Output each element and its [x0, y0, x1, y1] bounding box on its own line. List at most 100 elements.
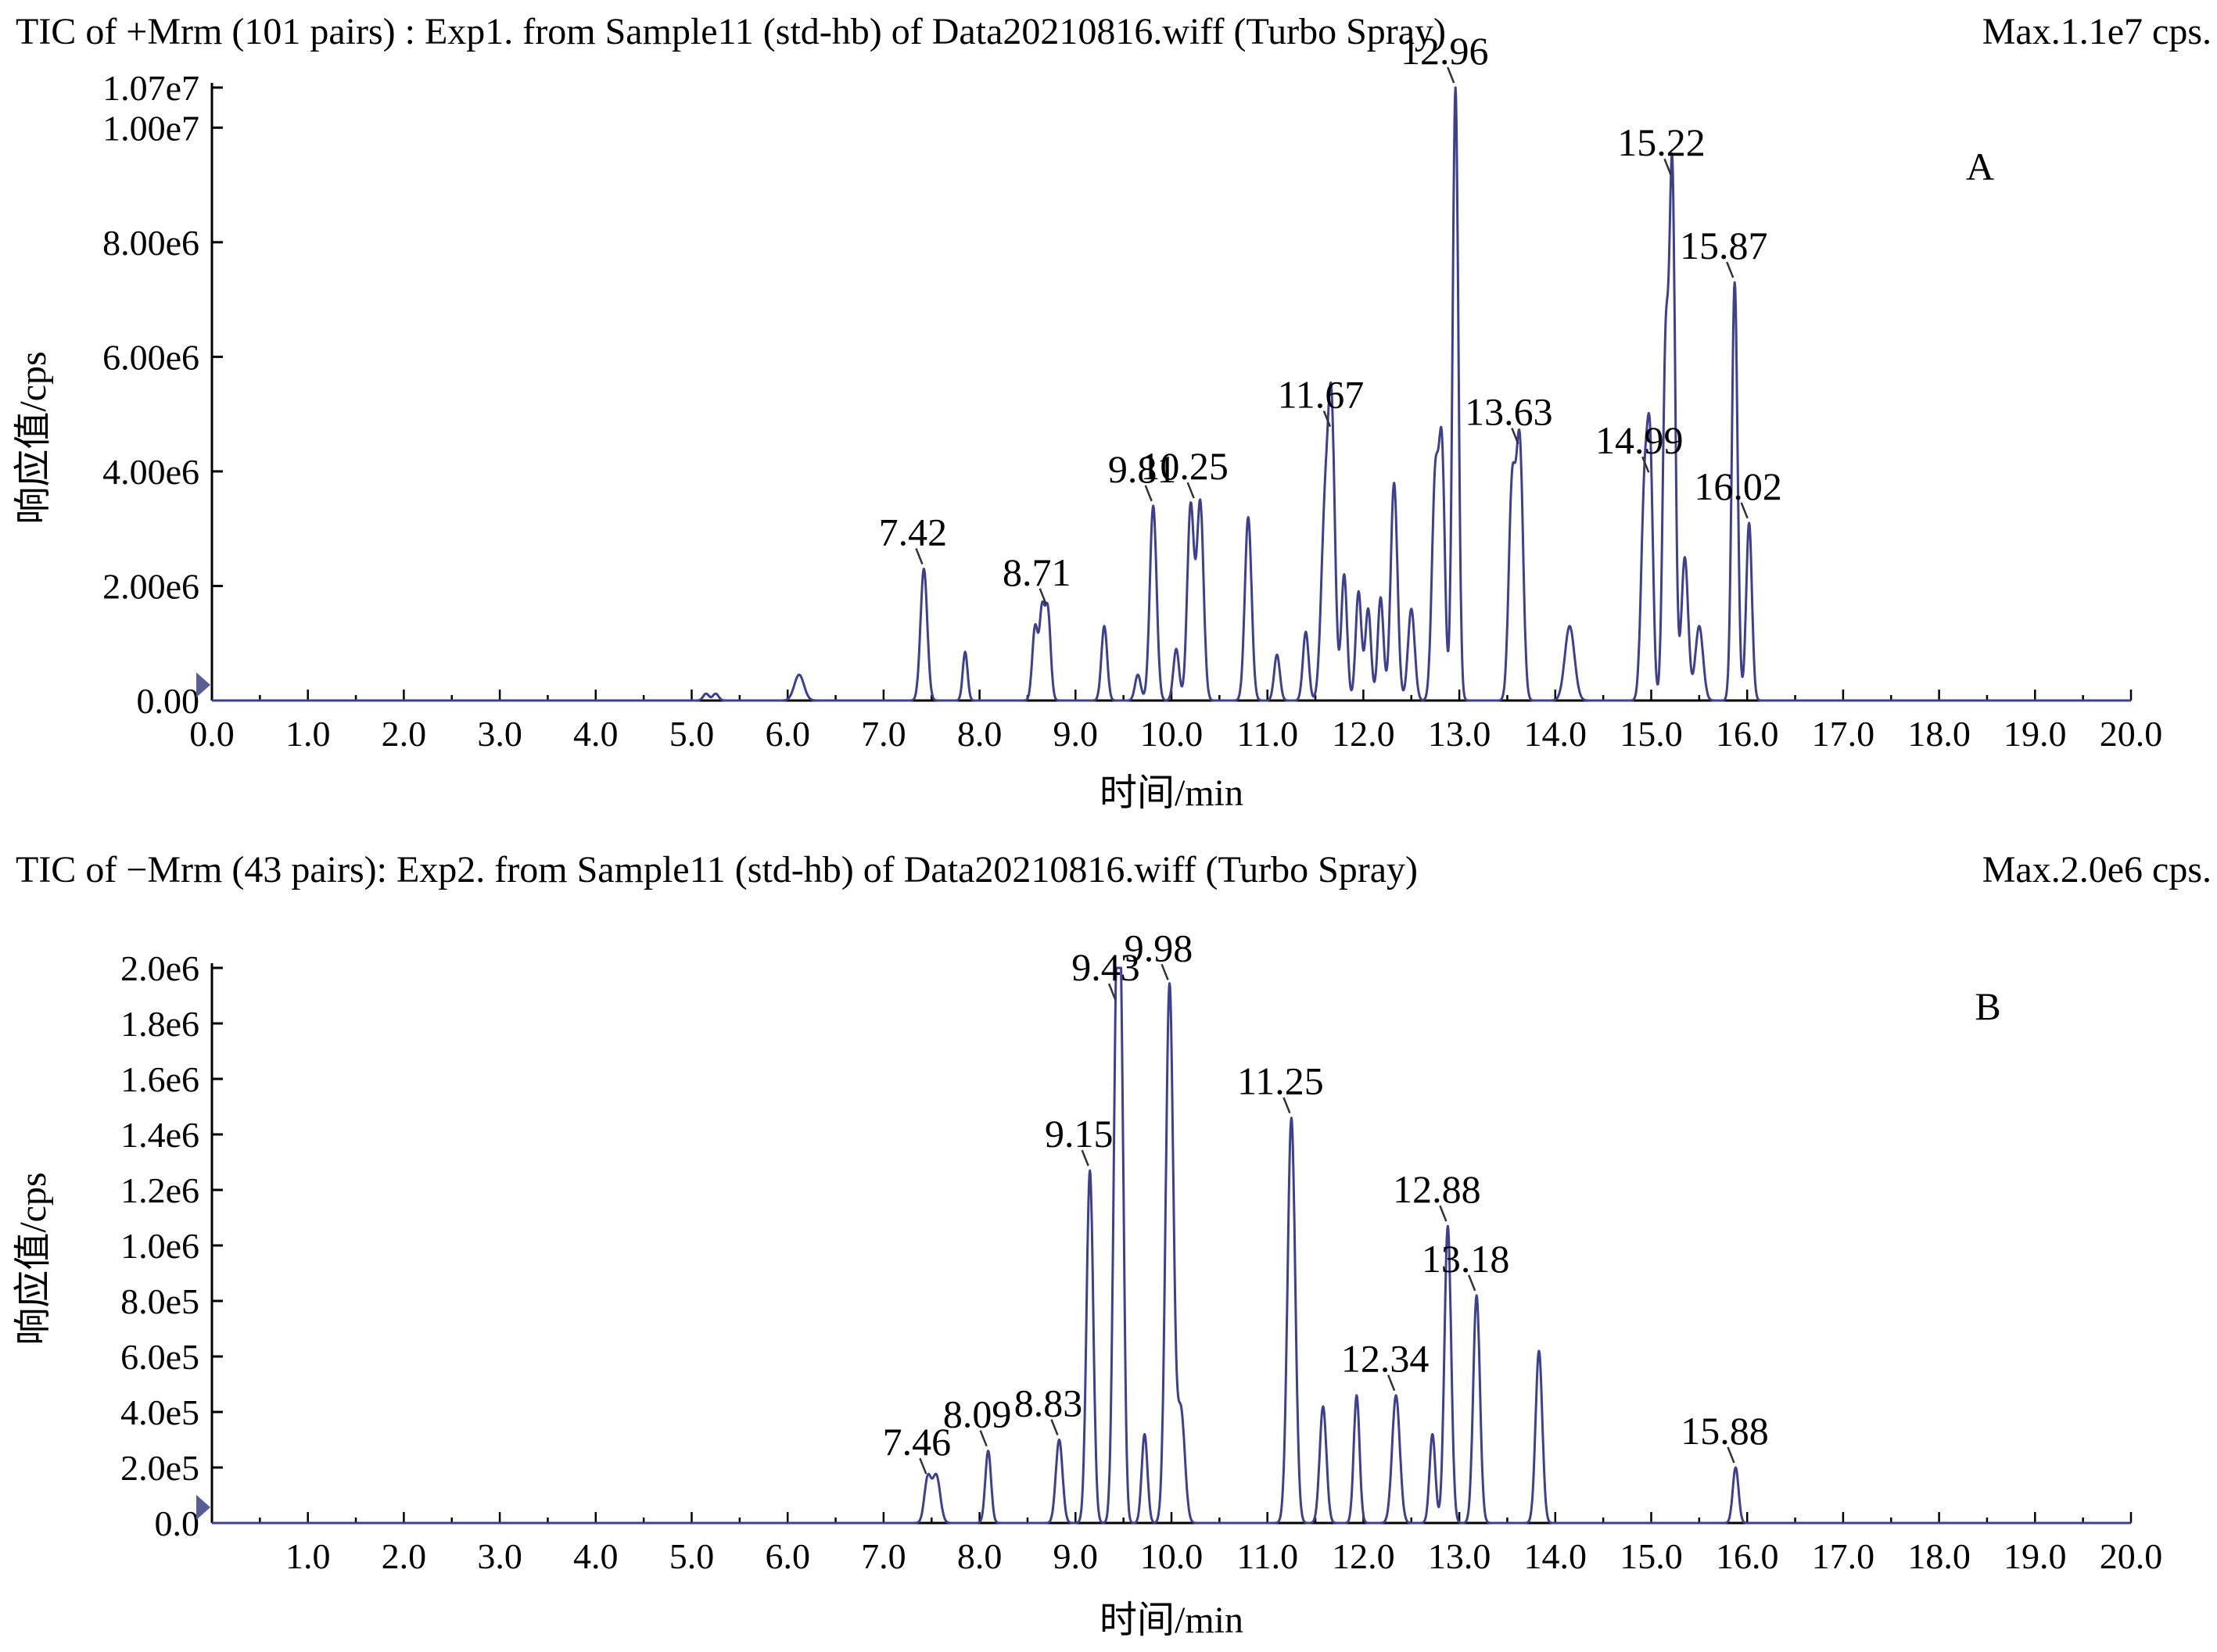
chart-a-x-tick-label: 20.0: [2100, 714, 2163, 754]
chart-b-peak-label: 12.34: [1341, 1337, 1430, 1381]
chart-b-peak-label: 8.09: [943, 1392, 1012, 1436]
chart-b-peak-label: 7.46: [883, 1420, 952, 1464]
chart-b-peak-leader: [1282, 1097, 1291, 1114]
chart-b-peak-label: 11.25: [1237, 1059, 1324, 1103]
chart-b-peak-leader: [1161, 963, 1169, 980]
chart-b-peak-label: 15.88: [1681, 1409, 1769, 1453]
chart-a-x-tick-label: 14.0: [1524, 714, 1587, 754]
chart-b-y-tick-label: 1.0e6: [120, 1226, 199, 1266]
chart-b-x-tick-label: 1.0: [285, 1536, 331, 1576]
chart-b: 0.0 2.0e5 4.0e5 6.0e5 8.0e5 1.0e6 1.2e6 1.4e6 1.…: [120, 926, 2162, 1576]
chart-a-peak-leader: [1322, 410, 1332, 428]
chart-b-x-tick-label: 5.0: [669, 1536, 715, 1576]
chart-b-x-tick-label: 8.0: [957, 1536, 1003, 1576]
chart-a-x-tick-label: 4.0: [573, 714, 619, 754]
chart-a-ylabel: 响应值/cps: [13, 351, 54, 524]
chart-a-x-tick-label: 16.0: [1716, 714, 1779, 754]
chart-b-tic-trace: [211, 966, 2132, 1525]
chart-b-x-tick-label: 20.0: [2100, 1536, 2163, 1576]
chart-a-y-tick-label: 1.00e7: [102, 108, 199, 148]
chart-a-y-tick-label: 2.00e6: [102, 566, 199, 606]
chart-a-y-tick-label: 6.00e6: [102, 337, 199, 377]
chart-b-peak-label: 13.18: [1422, 1237, 1510, 1281]
chart-b-x-tick-label: 6.0: [765, 1536, 810, 1576]
chart-a-panel-label: A: [1966, 145, 1994, 188]
chart-b-peak-label: 8.83: [1014, 1381, 1083, 1425]
chart-a-peak-leader: [1663, 158, 1672, 175]
chart-b-peak-leader: [1107, 983, 1117, 1000]
chart-a-x-tick-label: 17.0: [1812, 714, 1875, 754]
chart-a-x-tick-label: 2.0: [382, 714, 427, 754]
chart-a-peak-leader: [1447, 66, 1455, 84]
chart-a-peak-leader: [1511, 428, 1519, 445]
chart-a-x-tick-label: 6.0: [765, 714, 810, 754]
chart-a-x-tick-label: 3.0: [477, 714, 522, 754]
chart-b-x-tick-label: 2.0: [382, 1536, 427, 1576]
chart-a-y-tick-label: 1.07e7: [102, 68, 199, 108]
chart-a-peak-label: 9.81: [1108, 447, 1177, 491]
chart-a-peak-leader: [1740, 502, 1749, 519]
chart-a-x-tick-label: 19.0: [2004, 714, 2067, 754]
chart-a-peak-label: 14.99: [1595, 418, 1684, 462]
chart-a-peak-leader: [1726, 261, 1734, 278]
chart-a-x-tick-label: 7.0: [861, 714, 906, 754]
chart-b-ylabel: 响应值/cps: [13, 1172, 54, 1345]
chart-a-x-tick-label: 11.0: [1236, 714, 1298, 754]
chart-a-x-tick-label: 13.0: [1428, 714, 1491, 754]
chart-a-peak-leader: [1641, 456, 1650, 473]
chart-b-y-tick-label: 2.0e5: [120, 1448, 199, 1488]
chart-b-y-tick-label: 1.6e6: [120, 1059, 199, 1099]
chart-a-x-tick-label: 10.0: [1140, 714, 1204, 754]
chart-a-x-tick-label: 12.0: [1332, 714, 1395, 754]
chart-b-title: TIC of −Mrm (43 pairs): Exp2. from Sampl…: [16, 849, 1418, 891]
chart-b-y-tick-label: 8.0e5: [120, 1281, 199, 1321]
chart-b-y-tick-label: 4.0e5: [120, 1392, 199, 1432]
chart-a-peak-label: 13.63: [1465, 390, 1553, 434]
chart-a-peak-label: 8.71: [1003, 550, 1071, 594]
chart-a-x-tick-label: 0.0: [189, 714, 235, 754]
chart-b-panel-label: B: [1975, 984, 2000, 1028]
chart-b-y-tick-label: 1.2e6: [120, 1170, 199, 1210]
chart-b-x-tick-label: 14.0: [1524, 1536, 1587, 1576]
chart-b-peak-leader: [919, 1457, 927, 1475]
chart-b-y-tick-label: 6.0e5: [120, 1337, 199, 1377]
chart-b-peak-label: 9.98: [1125, 926, 1193, 969]
chart-a-x-tick-label: 15.0: [1620, 714, 1683, 754]
chart-a-max-label: Max.1.1e7 cps.: [1982, 11, 2212, 52]
chart-b-x-tick-label: 15.0: [1620, 1536, 1683, 1576]
chart-b-peak-leader: [1081, 1149, 1089, 1166]
chart-b-y-tick-label: 2.0e6: [120, 948, 199, 988]
chart-a-peak-label: 12.96: [1401, 29, 1489, 73]
chart-a-x-tick-label: 18.0: [1907, 714, 1971, 754]
chart-b-peak-label: 9.43: [1071, 945, 1140, 989]
chart-b-peak-leader: [1387, 1374, 1396, 1392]
chart-b-x-tick-label: 11.0: [1236, 1536, 1298, 1576]
chart-b-peak-leader: [1468, 1274, 1476, 1292]
chart-b-x-tick-label: 3.0: [477, 1536, 522, 1576]
chart-a-peak-label: 15.87: [1680, 224, 1768, 267]
chart-b-max-label: Max.2.0e6 cps.: [1982, 849, 2212, 891]
chart-b-x-tick-label: 12.0: [1332, 1536, 1395, 1576]
chart-b-xlabel: 时间/min: [1100, 1600, 1243, 1641]
chart-b-baseline-marker: [196, 1495, 210, 1520]
chart-b-x-tick-label: 19.0: [2004, 1536, 2067, 1576]
chart-b-x-tick-label: 17.0: [1812, 1536, 1875, 1576]
chart-b-peak-label: 12.88: [1393, 1167, 1481, 1211]
chart-a-x-tick-label: 9.0: [1053, 714, 1099, 754]
chart-b-peak-leader: [1727, 1446, 1735, 1464]
chart-a-xlabel: 时间/min: [1100, 772, 1243, 814]
chart-b-y-tick-label: 0.0: [155, 1503, 200, 1543]
chart-a-y-tick-label: 0.00: [137, 681, 200, 721]
chart-a-x-tick-label: 8.0: [957, 714, 1003, 754]
chart-a-peak-leader: [1186, 482, 1195, 499]
chart-a: 0.00 2.00e6 4.00e6 6.00e6 8.00e6 1.00e71.07e7…: [102, 29, 2162, 754]
chart-a-y-tick-label: 8.00e6: [102, 223, 199, 263]
chart-b-peak-leader: [979, 1430, 988, 1447]
chart-b-x-tick-label: 7.0: [861, 1536, 906, 1576]
chart-a-peak-label: 10.25: [1140, 444, 1229, 488]
chart-b-x-tick-label: 10.0: [1140, 1536, 1204, 1576]
chart-b-x-tick-label: 13.0: [1428, 1536, 1491, 1576]
chart-a-peak-label: 15.22: [1617, 120, 1706, 164]
chart-a-tic-trace: [211, 86, 2132, 702]
